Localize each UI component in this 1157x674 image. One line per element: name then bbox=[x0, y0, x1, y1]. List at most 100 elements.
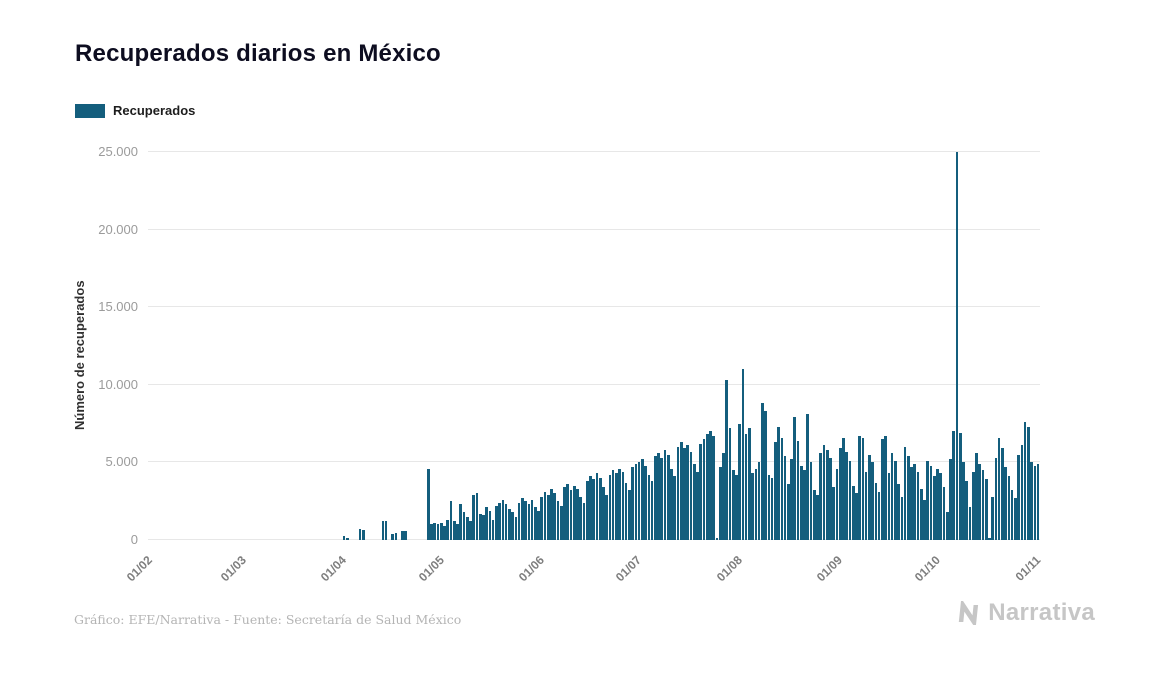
bar[interactable] bbox=[475, 493, 479, 540]
bar[interactable] bbox=[796, 440, 800, 540]
bar[interactable] bbox=[559, 505, 563, 540]
bar[interactable] bbox=[527, 504, 531, 540]
bar[interactable] bbox=[722, 453, 725, 540]
bar[interactable] bbox=[362, 529, 365, 540]
bar[interactable] bbox=[971, 471, 975, 540]
bar[interactable] bbox=[978, 463, 982, 540]
bar[interactable] bbox=[848, 460, 852, 540]
bar[interactable] bbox=[569, 490, 573, 540]
bar[interactable] bbox=[997, 437, 1001, 540]
bar[interactable] bbox=[949, 459, 952, 540]
bar[interactable] bbox=[654, 456, 657, 540]
bar[interactable] bbox=[809, 462, 813, 540]
bar[interactable] bbox=[430, 523, 433, 540]
bar[interactable] bbox=[508, 508, 511, 540]
bar[interactable] bbox=[637, 462, 641, 540]
bar[interactable] bbox=[631, 467, 634, 540]
bar[interactable] bbox=[449, 501, 453, 540]
bar[interactable] bbox=[858, 436, 861, 540]
bar[interactable] bbox=[861, 437, 865, 540]
bar[interactable] bbox=[443, 526, 446, 540]
bar[interactable] bbox=[439, 522, 443, 540]
bar[interactable] bbox=[576, 488, 579, 540]
bar[interactable] bbox=[874, 482, 878, 540]
bar[interactable] bbox=[790, 459, 793, 540]
bar[interactable] bbox=[819, 453, 823, 540]
bar[interactable] bbox=[988, 538, 991, 540]
bar[interactable] bbox=[358, 529, 362, 540]
bar[interactable] bbox=[913, 463, 917, 540]
bar[interactable] bbox=[699, 443, 703, 540]
bar[interactable] bbox=[712, 436, 716, 540]
bar[interactable] bbox=[1001, 448, 1004, 540]
bar[interactable] bbox=[975, 453, 978, 540]
bar[interactable] bbox=[919, 488, 923, 540]
bar[interactable] bbox=[514, 516, 518, 540]
bar[interactable] bbox=[715, 538, 719, 540]
bar[interactable] bbox=[657, 453, 660, 540]
bar[interactable] bbox=[589, 476, 592, 540]
bar[interactable] bbox=[436, 524, 440, 540]
bar[interactable] bbox=[465, 516, 469, 540]
bar[interactable] bbox=[608, 474, 612, 540]
bar[interactable] bbox=[932, 476, 936, 540]
bar[interactable] bbox=[533, 507, 537, 540]
bar[interactable] bbox=[780, 437, 784, 540]
bar[interactable] bbox=[939, 473, 943, 540]
bar[interactable] bbox=[498, 502, 501, 540]
bar[interactable] bbox=[770, 477, 774, 540]
bar[interactable] bbox=[923, 499, 926, 540]
bar[interactable] bbox=[615, 473, 618, 540]
bar[interactable] bbox=[845, 451, 849, 540]
bar[interactable] bbox=[456, 524, 459, 540]
bar[interactable] bbox=[786, 484, 790, 540]
bar[interactable] bbox=[877, 491, 881, 540]
bar[interactable] bbox=[1030, 462, 1033, 540]
bar[interactable] bbox=[761, 403, 764, 540]
bar[interactable] bbox=[537, 510, 540, 540]
bar[interactable] bbox=[718, 467, 722, 540]
bar[interactable] bbox=[579, 496, 583, 540]
bar[interactable] bbox=[916, 471, 920, 540]
bar[interactable] bbox=[709, 431, 712, 540]
bar[interactable] bbox=[543, 491, 547, 540]
bar[interactable] bbox=[1033, 465, 1037, 540]
bar[interactable] bbox=[955, 152, 959, 540]
bar[interactable] bbox=[735, 474, 738, 540]
bar[interactable] bbox=[887, 473, 891, 540]
bar[interactable] bbox=[1007, 476, 1011, 540]
bar[interactable] bbox=[829, 457, 832, 540]
bar[interactable] bbox=[485, 507, 488, 540]
bar[interactable] bbox=[910, 467, 913, 540]
bar[interactable] bbox=[491, 519, 495, 540]
bar[interactable] bbox=[602, 487, 605, 540]
bar[interactable] bbox=[342, 536, 346, 540]
bar[interactable] bbox=[676, 446, 680, 540]
bar[interactable] bbox=[683, 448, 686, 540]
bar[interactable] bbox=[881, 439, 884, 540]
bar[interactable] bbox=[553, 493, 557, 540]
bar[interactable] bbox=[540, 496, 544, 540]
bar[interactable] bbox=[705, 434, 709, 540]
bar[interactable] bbox=[634, 463, 638, 540]
bar[interactable] bbox=[803, 470, 806, 540]
bar[interactable] bbox=[469, 521, 472, 540]
bar[interactable] bbox=[647, 474, 651, 540]
bar[interactable] bbox=[702, 439, 706, 540]
bar[interactable] bbox=[478, 513, 482, 540]
bar[interactable] bbox=[812, 490, 816, 540]
bar[interactable] bbox=[521, 498, 524, 540]
bar[interactable] bbox=[832, 487, 836, 540]
bar[interactable] bbox=[663, 449, 667, 540]
bar[interactable] bbox=[482, 515, 485, 540]
bar[interactable] bbox=[991, 496, 994, 540]
bar[interactable] bbox=[621, 471, 625, 540]
bar[interactable] bbox=[806, 414, 810, 540]
bar[interactable] bbox=[582, 502, 586, 540]
bar[interactable] bbox=[994, 457, 998, 540]
bar[interactable] bbox=[641, 459, 644, 540]
bar[interactable] bbox=[1023, 422, 1027, 540]
bar[interactable] bbox=[731, 470, 735, 540]
bar[interactable] bbox=[894, 460, 897, 540]
bar[interactable] bbox=[696, 471, 699, 540]
